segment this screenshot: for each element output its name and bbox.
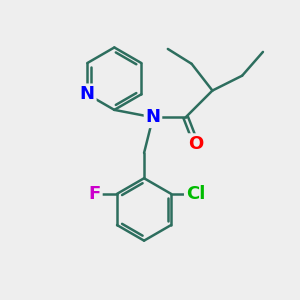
- Text: N: N: [146, 108, 160, 126]
- Text: O: O: [188, 135, 204, 153]
- Text: Cl: Cl: [186, 185, 205, 203]
- Text: N: N: [80, 85, 95, 103]
- Text: F: F: [88, 185, 101, 203]
